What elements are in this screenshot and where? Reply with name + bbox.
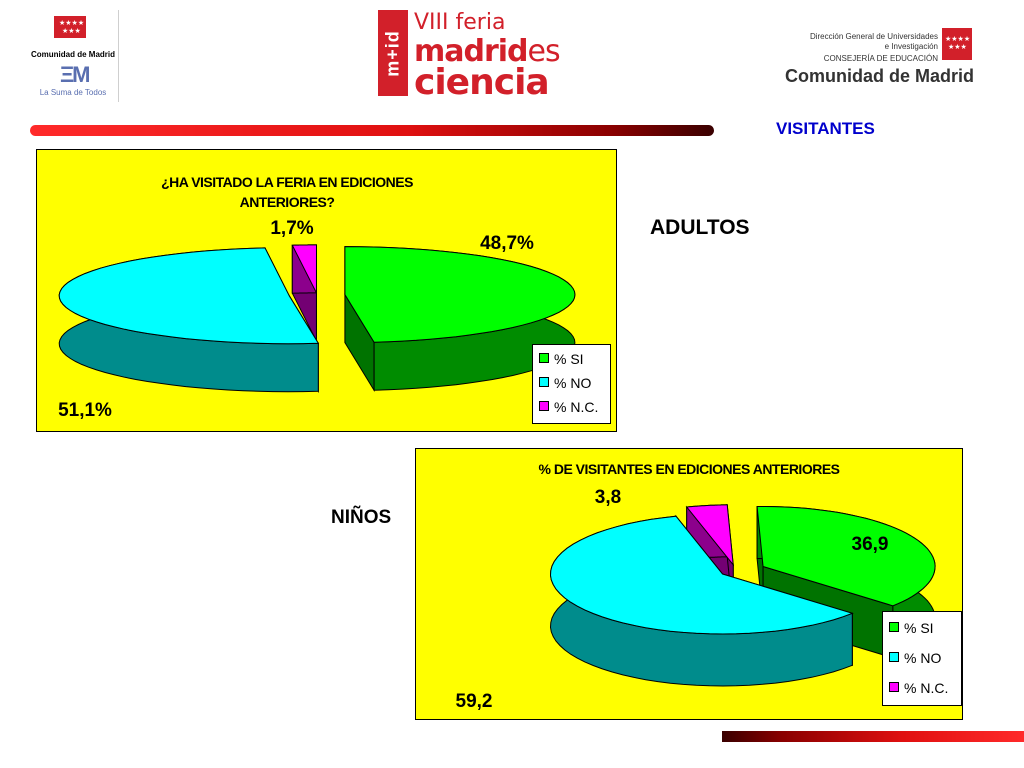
chart-title-line-2: ANTERIORES? [239, 194, 335, 210]
slice-top [344, 246, 576, 343]
top-red-bar [30, 125, 714, 136]
chart-legend: % SI % NO % N.C. [882, 611, 962, 706]
adults-label: ADULTOS [650, 216, 750, 239]
legend-item-nc: % N.C. [539, 399, 598, 415]
feria-vertical-text: m+id [382, 30, 403, 77]
chart-title-line-1: ¿HA VISITADO LA FERIA EN EDICIONES [161, 174, 413, 190]
legend-label-si: % SI [904, 620, 934, 636]
legend-item-si: % SI [539, 351, 584, 367]
legend-label-no: % NO [904, 650, 942, 666]
adults-pie-svg: 48,7% 51,1% 1,7% [58, 218, 576, 421]
chart-title: ¿HA VISITADO LA FERIA EN EDICIONES ANTER… [117, 172, 457, 212]
legend-item-si: % SI [889, 620, 934, 636]
legend-label-si: % SI [554, 351, 584, 367]
logo-left-tagline: La Suma de Todos [39, 88, 107, 97]
legend-swatch-nc [889, 682, 899, 692]
slice-top [756, 506, 936, 607]
legend-item-no: % NO [539, 375, 591, 391]
feria-madrid-es-ciencia-logo: m+id VIII feria madrides ciencia [378, 10, 578, 103]
feria-vertical-badge: m+id [378, 10, 408, 96]
pie-slice-no [58, 247, 320, 394]
legend-swatch-si [539, 353, 549, 363]
children-label: NIÑOS [331, 507, 392, 528]
pie-slice-no [549, 514, 854, 687]
feria-es: es [527, 34, 561, 69]
dg-line-1: Dirección General de Universidades [809, 32, 938, 41]
legend-swatch-no [539, 377, 549, 387]
legend-swatch-nc [539, 401, 549, 411]
legend-item-nc: % N.C. [889, 680, 948, 696]
pie-slice-nc [291, 244, 318, 342]
legend-label-no: % NO [554, 375, 592, 391]
bottom-red-bar [722, 731, 1024, 742]
svg-text:★★★: ★★★ [62, 27, 81, 35]
data-label-nc: 1,7% [270, 218, 313, 239]
adults-pie-chart: 48,7% 51,1% 1,7% ¿HA VISITADO LA FERIA EN … [36, 149, 617, 432]
data-label-nc: 3,8 [595, 487, 621, 508]
svg-text:★★★★: ★★★★ [59, 19, 84, 27]
pie-slice-si [344, 246, 576, 393]
em-logo-icon: ΞM [60, 62, 90, 87]
legend-swatch-no [889, 652, 899, 662]
data-label-si: 48,7% [480, 233, 534, 254]
dg-line-2: e Investigación [884, 42, 938, 51]
data-label-no: 59,2 [456, 691, 493, 712]
data-label-no: 51,1% [58, 400, 112, 421]
chart-legend: % SI % NO % N.C. [532, 344, 611, 424]
dg-line-3: CONSEJERÍA DE EDUCACIÓN [823, 54, 938, 63]
children-pie-chart: 36,9 59,2 3,8 % DE VISITANTES EN EDICIONES… [415, 448, 963, 720]
legend-label-nc: % N.C. [904, 680, 949, 696]
slice-top [549, 515, 854, 635]
feria-madrid-bold: madrid [414, 34, 529, 69]
legend-swatch-si [889, 622, 899, 632]
feria-madrid-text: madrides [414, 34, 561, 69]
feria-edition: VIII feria [414, 10, 506, 35]
legend-item-no: % NO [889, 650, 941, 666]
madrid-flag-icon: ★★★★ ★★★ [942, 28, 972, 60]
slice-top [58, 247, 320, 345]
legend-label-nc: % N.C. [554, 399, 599, 415]
slice-top [685, 504, 734, 567]
comunidad-madrid-logo: ★★★★ ★★★ Comunidad de Madrid ΞM La Suma … [28, 10, 119, 102]
section-title: VISITANTES [776, 119, 875, 138]
feria-ciencia-text: ciencia [414, 62, 550, 103]
svg-text:★★★: ★★★ [948, 43, 967, 51]
children-pie-svg: 36,9 59,2 3,8 [456, 487, 936, 712]
pie-slice-si [756, 506, 936, 659]
data-label-si: 36,9 [852, 534, 889, 555]
svg-text:★★★★: ★★★★ [945, 35, 970, 43]
logo-left-label: Comunidad de Madrid [31, 50, 115, 59]
slice-top [291, 244, 318, 294]
madrid-flag-icon: ★★★★ ★★★ [54, 16, 86, 38]
dg-line-4: Comunidad de Madrid [785, 66, 974, 86]
chart-title: % DE VISITANTES EN EDICIONES ANTERIORES [538, 461, 841, 477]
direccion-general-logo: Dirección General de Universidades e Inv… [748, 26, 978, 90]
